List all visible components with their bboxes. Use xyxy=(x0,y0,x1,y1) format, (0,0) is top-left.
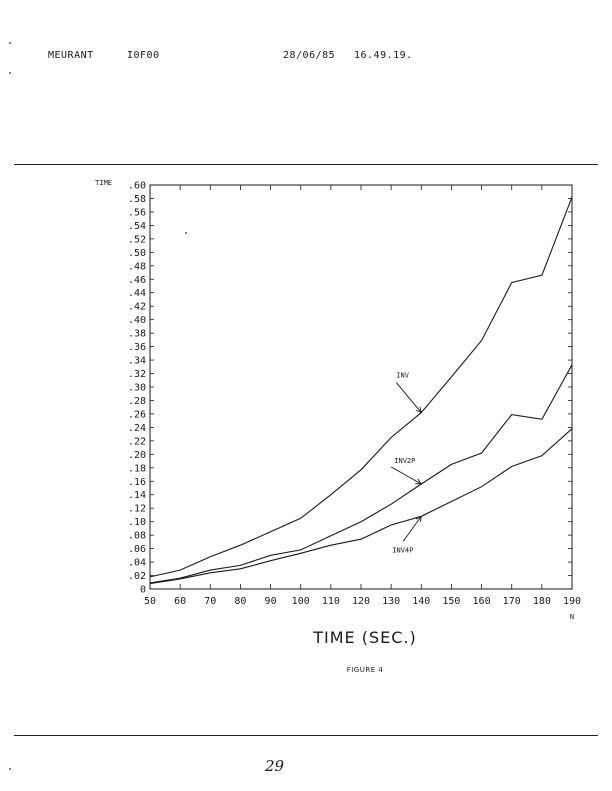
x-tick-label: 100 xyxy=(292,596,310,607)
x-tick-label: 190 xyxy=(563,596,581,607)
y-tick-label: .16 xyxy=(128,477,146,488)
y-tick-label: .12 xyxy=(128,504,146,515)
annotation-arrow-inv2p xyxy=(391,466,422,485)
x-tick-label: 170 xyxy=(503,596,521,607)
header-user: MEURANT xyxy=(48,50,94,61)
x-tick-label: 140 xyxy=(412,596,430,607)
x-tick-label: 110 xyxy=(322,596,340,607)
figure-frame xyxy=(14,164,598,736)
series-line-inv4p xyxy=(149,428,573,585)
x-tick-label: 160 xyxy=(473,596,491,607)
y-tick-label: .02 xyxy=(128,571,146,582)
y-tick-label: .34 xyxy=(128,356,146,367)
scan-speck xyxy=(9,42,11,44)
header-time: 16.49.19. xyxy=(354,50,413,61)
y-tick-label: .48 xyxy=(128,261,146,272)
x-axis-end-label: N xyxy=(570,613,574,621)
annotation-arrowhead-inv xyxy=(415,406,422,414)
x-tick-label: 180 xyxy=(533,596,551,607)
y-tick-label: .10 xyxy=(128,517,146,528)
x-tick-label: 80 xyxy=(234,596,246,607)
x-tick-label: 130 xyxy=(382,596,400,607)
header-code: I0F00 xyxy=(127,50,160,61)
y-tick-label: .30 xyxy=(128,383,146,394)
annotation-arrow-inv xyxy=(395,382,422,413)
y-tick-label: .38 xyxy=(128,329,146,340)
annotation-arrowhead-inv4p xyxy=(415,515,422,523)
figure-caption: FIGURE 4 xyxy=(346,666,384,674)
annotation-arrow-inv4p xyxy=(402,516,422,542)
scan-speck xyxy=(185,232,187,234)
y-tick-label: .42 xyxy=(128,302,146,313)
annotation-label-inv4p: INV4P xyxy=(392,546,413,554)
y-axis-label: TIME xyxy=(95,179,112,187)
page-number: 29 xyxy=(265,757,285,775)
series-line-inv2p xyxy=(149,364,573,584)
y-tick-label: .52 xyxy=(128,234,146,245)
scan-speck xyxy=(9,72,11,74)
plot-area xyxy=(149,184,573,590)
y-tick-label: .32 xyxy=(128,369,146,380)
series-line-inv xyxy=(149,196,573,578)
header-date: 28/06/85 xyxy=(283,50,336,61)
y-tick-label: .56 xyxy=(128,207,146,218)
y-tick-label: .60 xyxy=(128,181,146,192)
x-tick-label: 90 xyxy=(265,596,277,607)
y-tick-label: 0 xyxy=(140,585,146,596)
y-tick-label: .40 xyxy=(128,315,146,326)
x-tick-label: 50 xyxy=(144,596,156,607)
x-axis-caption: TIME (SEC.) xyxy=(313,628,417,647)
y-tick-label: .28 xyxy=(128,396,146,407)
y-tick-label: .14 xyxy=(128,490,146,501)
x-tick-label: 70 xyxy=(204,596,216,607)
x-tick-label: 120 xyxy=(352,596,370,607)
y-tick-label: .58 xyxy=(128,194,146,205)
y-tick-label: .20 xyxy=(128,450,146,461)
annotation-label-inv2p: INV2P xyxy=(394,457,415,465)
y-tick-label: .06 xyxy=(128,544,146,555)
annotation-arrowhead-inv2p xyxy=(415,478,423,485)
y-tick-label: .18 xyxy=(128,463,146,474)
y-tick-label: .08 xyxy=(128,531,146,542)
y-tick-label: .04 xyxy=(128,558,146,569)
y-tick-label: .36 xyxy=(128,342,146,353)
annotation-label-inv: INV xyxy=(396,372,409,380)
y-tick-label: .46 xyxy=(128,275,146,286)
y-tick-label: .24 xyxy=(128,423,146,434)
x-tick-label: 150 xyxy=(442,596,460,607)
y-tick-label: .22 xyxy=(128,436,146,447)
y-tick-label: .54 xyxy=(128,221,146,232)
y-tick-label: .26 xyxy=(128,409,146,420)
y-tick-label: .50 xyxy=(128,248,146,259)
y-tick-label: .44 xyxy=(128,288,146,299)
scan-speck xyxy=(9,768,11,770)
x-tick-label: 60 xyxy=(174,596,186,607)
